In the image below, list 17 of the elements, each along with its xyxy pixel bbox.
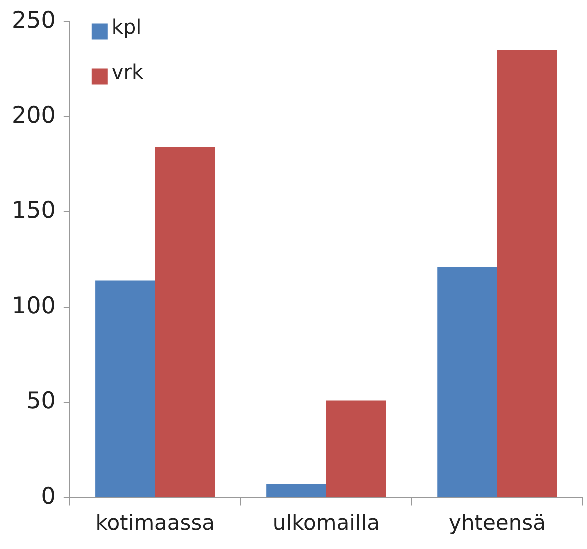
bar	[266, 484, 326, 498]
y-tick-label: 250	[12, 8, 56, 34]
x-tick-label: ulkomailla	[272, 510, 380, 535]
y-tick-label: 50	[26, 388, 56, 415]
y-tick-label: 150	[12, 198, 56, 224]
y-tick-label: 0	[41, 484, 56, 510]
x-tick-label: yhteensä	[449, 510, 546, 535]
bar	[326, 400, 386, 498]
y-tick-label: 200	[12, 102, 56, 129]
bar	[497, 50, 558, 498]
bar	[155, 147, 216, 498]
bar	[96, 280, 156, 498]
legend-label: vrk	[112, 60, 144, 84]
x-tick-label: kotimaassa	[96, 510, 216, 535]
y-tick-label: 100	[12, 293, 56, 320]
bar	[438, 267, 498, 498]
legend-label: kpl	[112, 15, 142, 40]
